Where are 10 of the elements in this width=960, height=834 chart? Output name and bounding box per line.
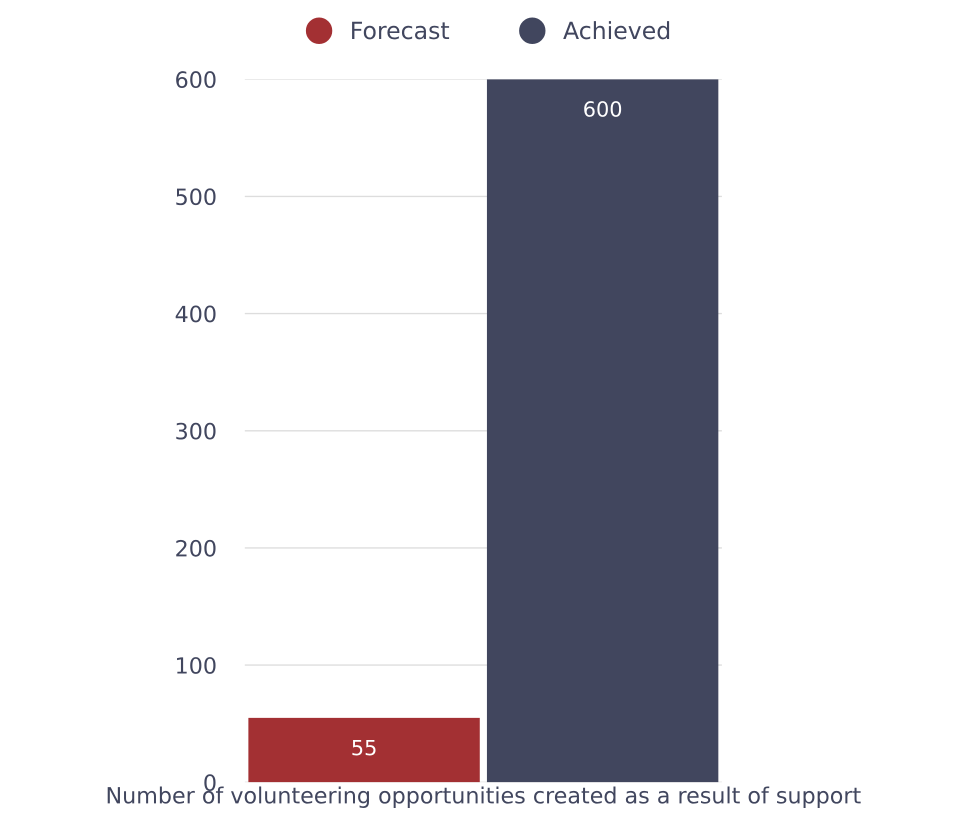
y-tick-label: 200 — [176, 540, 216, 557]
y-tick-label: 600 — [176, 71, 216, 88]
legend-label: Achieved — [563, 21, 670, 40]
legend-label: Forecast — [352, 22, 450, 40]
y-tick-label: 300 — [176, 422, 216, 440]
y-tick-label: 100 — [177, 657, 216, 674]
data-label: 55 — [352, 740, 376, 756]
y-tick-label: 500 — [176, 188, 216, 206]
y-tick-label: 400 — [176, 306, 216, 322]
data-label: 600 — [584, 101, 622, 117]
